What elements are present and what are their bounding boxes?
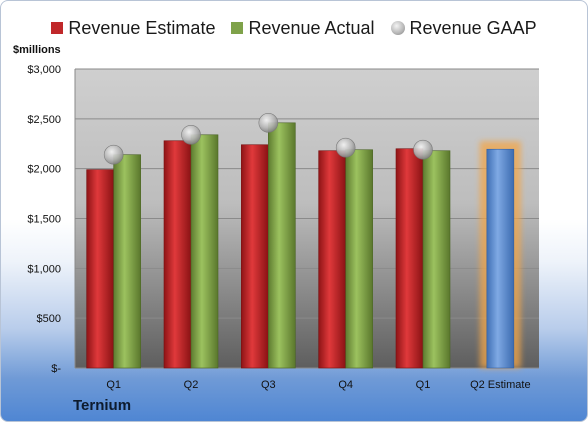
bar-revenue-estimate (395, 148, 424, 369)
x-tick-label: Q1 (416, 379, 431, 391)
y-tick-label: $1,500 (27, 214, 61, 226)
legend-item-estimate: Revenue Estimate (51, 18, 215, 39)
legend-swatch-estimate (51, 22, 64, 34)
x-tick-label: Q2 Estimate (470, 379, 531, 391)
unit-label: $millions (13, 44, 61, 56)
x-tick-label: Q2 (184, 379, 199, 391)
legend-item-actual: Revenue Actual (231, 17, 375, 39)
bar-revenue-estimate (318, 150, 346, 369)
marker-revenue-gaap (181, 124, 201, 145)
x-tick-label: Q3 (261, 379, 276, 391)
legend-label-actual: Revenue Actual (248, 17, 375, 38)
y-tick-label: $500 (37, 313, 61, 325)
x-tick-label: Q4 (338, 379, 353, 391)
marker-revenue-gaap (413, 139, 433, 160)
y-tick-label: $2,000 (27, 164, 61, 176)
bar-revenue-actual (422, 150, 451, 369)
y-tick-label: $1,000 (27, 263, 61, 275)
legend: Revenue Estimate Revenue Actual Revenue … (1, 15, 587, 41)
bar-revenue-estimate (86, 169, 114, 369)
marker-revenue-gaap (335, 137, 356, 158)
legend-label-estimate: Revenue Estimate (68, 17, 216, 38)
bar-revenue-actual (113, 154, 141, 369)
bar-revenue-actual (345, 149, 373, 369)
bar-revenue-estimate (163, 140, 192, 369)
legend-item-gaap: Revenue GAAP (390, 17, 537, 39)
company-name: Ternium (73, 397, 132, 414)
x-tick-label: Q1 (106, 379, 121, 391)
y-tick-label: $2,500 (27, 114, 61, 126)
bar-revenue-estimate (241, 144, 269, 369)
legend-swatch-actual (231, 22, 244, 34)
marker-revenue-gaap (103, 144, 124, 165)
y-tick-label: $3,000 (27, 64, 61, 76)
bar-revenue-actual (268, 122, 296, 369)
y-tick-label: $- (51, 363, 61, 375)
bar-revenue-actual (190, 134, 219, 369)
marker-revenue-gaap (258, 113, 279, 133)
legend-label-gaap: Revenue GAAP (409, 17, 537, 38)
bar-revenue-estimate-future (486, 148, 515, 369)
legend-swatch-gaap (390, 21, 405, 35)
